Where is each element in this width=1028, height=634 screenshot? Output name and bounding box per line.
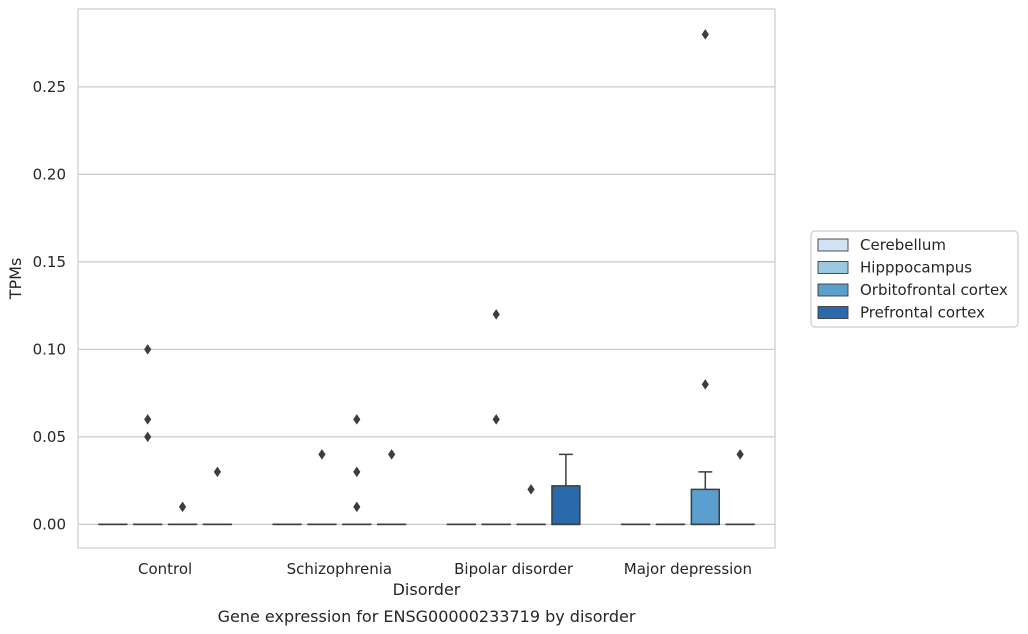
x-tick-labels: Control Schizophrenia Bipolar disorder Majo…: [138, 560, 752, 578]
outlier-point: [492, 309, 500, 320]
legend-frame: [810, 230, 1019, 328]
box-plot: [133, 344, 163, 526]
y-tick-labels: 0.00 0.05 0.10 0.15 0.20 0.25: [33, 78, 66, 534]
legend-label: Cerebellum: [860, 236, 946, 254]
y-tick-label: 0.25: [33, 78, 66, 96]
outlier-point: [144, 344, 152, 355]
outlier-point: [736, 449, 744, 460]
outlier-point: [701, 379, 709, 390]
outlier-point: [492, 414, 500, 425]
box-plot: [202, 466, 233, 526]
box-plot: [376, 449, 407, 526]
legend-label: Prefrontal cortex: [860, 304, 985, 322]
grid-lines: [78, 86, 775, 525]
x-tick-label: Bipolar disorder: [454, 560, 574, 578]
outlier-point: [388, 449, 396, 460]
legend-item: Hipppocampus: [817, 259, 972, 277]
legend-item: Cerebellum: [817, 236, 946, 254]
box-plot: [481, 309, 511, 526]
outlier-point: [353, 466, 361, 478]
box-plot: [725, 449, 755, 526]
box-plot: [551, 453, 581, 526]
y-tick-label: 0.05: [33, 428, 66, 446]
legend-swatch: [817, 306, 849, 319]
legend-swatch: [817, 283, 849, 297]
box-plot: [342, 414, 372, 526]
outlier-point: [178, 501, 187, 513]
box-plot: [690, 29, 720, 526]
box-plot: [307, 449, 337, 526]
legend-item: Prefrontal cortex: [817, 304, 985, 322]
plot-frame: [77, 8, 776, 549]
box: [551, 485, 581, 526]
x-tick-label: Major depression: [624, 560, 752, 578]
x-tick-label: Control: [138, 560, 192, 578]
outlier-point: [353, 501, 361, 513]
box-plot-marks: [98, 29, 755, 526]
outlier-point: [527, 484, 535, 495]
legend-item: Orbitofrontal cortex: [817, 281, 1008, 299]
outlier-point: [318, 449, 326, 460]
x-axis-label: Disorder: [393, 580, 461, 599]
y-axis-label: TPMs: [6, 258, 25, 301]
box: [690, 488, 720, 526]
box-plot: [167, 501, 198, 526]
outlier-point: [144, 431, 152, 443]
y-tick-label: 0.10: [33, 340, 66, 358]
outlier-point: [701, 29, 709, 40]
y-tick-label: 0.15: [33, 253, 66, 271]
outlier-point: [144, 414, 152, 425]
y-tick-label: 0.00: [33, 515, 66, 533]
outlier-point: [353, 414, 361, 425]
chart-caption: Gene expression for ENSG00000233719 by d…: [218, 607, 636, 626]
box-plot: [516, 484, 546, 526]
legend-label: Hipppocampus: [860, 259, 972, 277]
legend: Cerebellum Hipppocampus Orbitofrontal cort…: [810, 230, 1019, 328]
y-tick-label: 0.20: [33, 165, 66, 183]
x-tick-label: Schizophrenia: [287, 560, 392, 578]
legend-swatch: [817, 238, 849, 252]
outlier-point: [213, 466, 221, 478]
legend-swatch: [817, 261, 849, 274]
legend-label: Orbitofrontal cortex: [860, 281, 1008, 299]
